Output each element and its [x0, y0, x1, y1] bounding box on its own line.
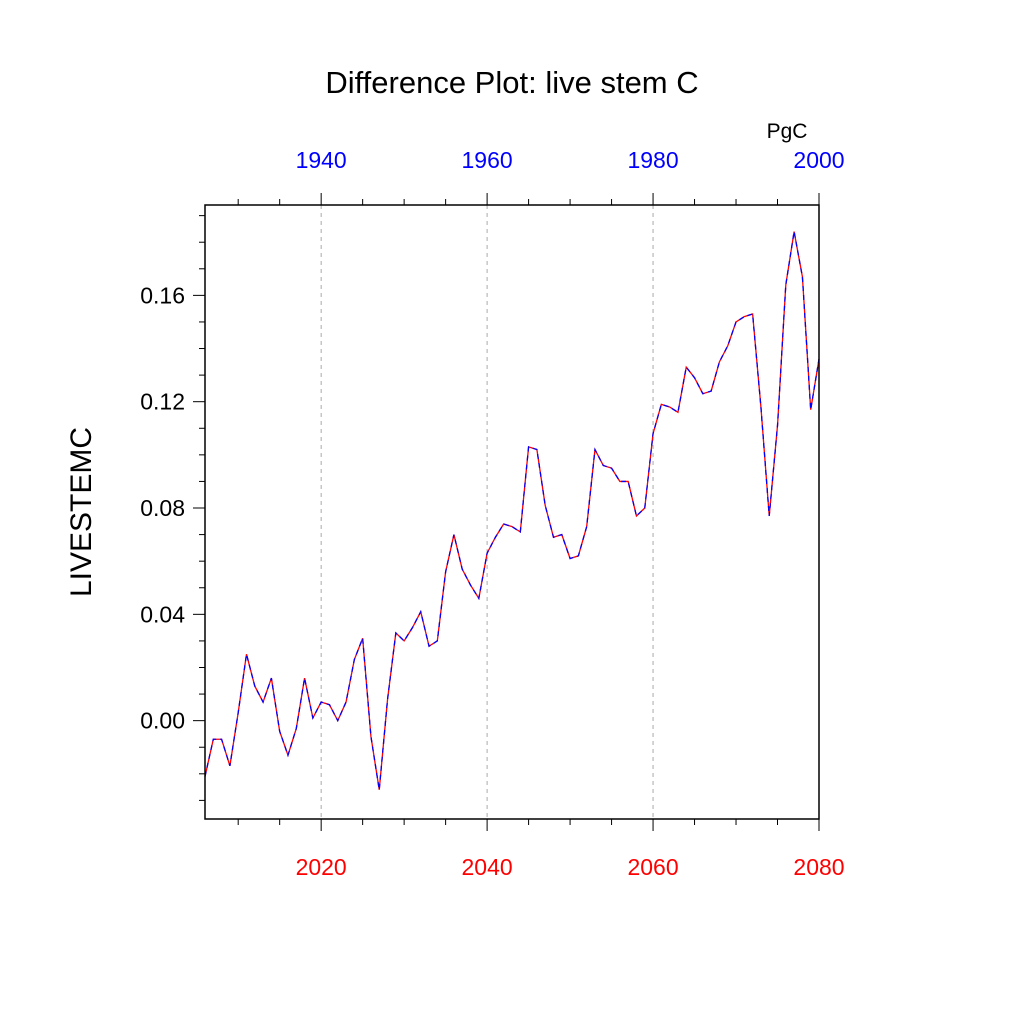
- top-x-tick-label: 1940: [296, 147, 347, 173]
- chart-title: Difference Plot: live stem C: [325, 65, 698, 100]
- bottom-x-tick-label: 2020: [296, 854, 347, 880]
- y-tick-label: 0.16: [140, 282, 185, 308]
- y-tick-label: 0.04: [140, 601, 185, 627]
- tick-labels: 0.00 0.04 0.08 0.12 0.16 2020 2040 2060 2080 1940…: [140, 147, 844, 880]
- bottom-x-tick-label: 2060: [627, 854, 678, 880]
- series-line-dashed: [204, 231, 820, 790]
- series-layer: [204, 231, 820, 790]
- y-tick-label: 0.00: [140, 708, 185, 734]
- series-line: [204, 231, 820, 790]
- top-x-tick-label: 1980: [627, 147, 678, 173]
- plot-frame: [204, 204, 820, 820]
- y-tick-label: 0.08: [140, 495, 185, 521]
- top-x-tick-label: 1960: [462, 147, 513, 173]
- y-axis-label: LIVESTEMC: [65, 427, 98, 597]
- bottom-x-tick-label: 2080: [793, 854, 844, 880]
- bottom-x-tick-label: 2040: [462, 854, 513, 880]
- y-tick-label: 0.12: [140, 389, 185, 415]
- grid-lines: [320, 205, 654, 819]
- top-x-tick-label: 2000: [793, 147, 844, 173]
- axes: [193, 193, 820, 831]
- units-label: PgC: [767, 120, 808, 143]
